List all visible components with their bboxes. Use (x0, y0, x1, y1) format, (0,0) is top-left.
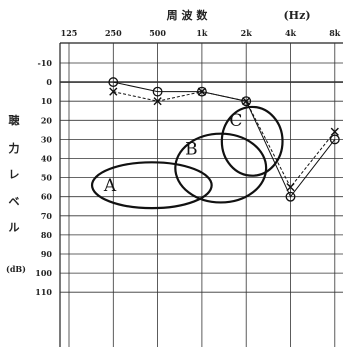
zone-A-label: A (103, 176, 117, 196)
y-tick-80: 80 (41, 230, 53, 240)
series-0-line (113, 81, 336, 198)
y-tick-50: 50 (41, 173, 53, 183)
y-tick-100: 100 (35, 268, 52, 278)
y-label-char-3: ベ (9, 195, 20, 208)
series-1-point-0 (109, 87, 118, 96)
x-tick-8k: 8k (329, 28, 341, 38)
x-tick-4k: 4k (285, 28, 297, 38)
x-tick-500: 500 (149, 28, 166, 38)
series-0-point-0 (108, 77, 119, 88)
chart-title: 周 波 数 (167, 8, 209, 22)
series-1-point-1 (153, 97, 162, 106)
series-1-point-2 (197, 87, 206, 96)
x-tick-250: 250 (105, 28, 122, 38)
y-tick-70: 70 (41, 211, 53, 221)
zone-C-ellipse (220, 105, 284, 177)
frequency-unit: (Hz) (283, 9, 310, 22)
series-0-point-3 (241, 96, 252, 107)
series-0-point-1 (152, 86, 163, 97)
series-0-point-4 (285, 191, 296, 202)
series-1-point-3 (242, 97, 251, 106)
y-label-char-2: レ (9, 168, 20, 181)
series-1-line (113, 91, 336, 189)
y-tick-10: 10 (41, 96, 53, 106)
zone-A-ellipse (90, 161, 213, 210)
y-label-char-0: 聴 (9, 113, 20, 127)
series-1-point-4 (286, 183, 295, 192)
zones: A B C (90, 105, 284, 210)
x-tick-2k: 2k (241, 28, 253, 38)
x-tick-1k: 1k (196, 28, 208, 38)
zone-B-ellipse (174, 132, 268, 204)
y-tick-30: 30 (41, 134, 53, 144)
y-tick-0: 0 (46, 77, 52, 87)
y-tick--10: -10 (38, 58, 53, 68)
series-1-point-5 (330, 127, 339, 136)
y-tick-40: 40 (41, 154, 53, 164)
series-0-point-5 (329, 134, 340, 145)
y-tick-110: 110 (35, 287, 52, 297)
x-tick-125: 125 (61, 28, 78, 38)
y-label-unit: (dB) (6, 264, 26, 274)
y-label-char-4: ル (9, 221, 20, 234)
series (108, 77, 340, 202)
zone-B-label: B (185, 140, 198, 160)
x-tick-labels: 125 250 500 1k 2k 4k 8k (61, 28, 341, 38)
grid (59, 42, 343, 347)
y-tick-20: 20 (41, 115, 53, 125)
y-tick-60: 60 (41, 192, 53, 202)
y-tick-labels: -10 0 10 20 30 40 50 60 70 80 90 100 110 (35, 58, 52, 297)
series-0-point-2 (196, 86, 207, 97)
y-label-char-1: 力 (9, 141, 20, 155)
zone-C-label: C (229, 111, 242, 131)
y-tick-90: 90 (41, 249, 53, 259)
